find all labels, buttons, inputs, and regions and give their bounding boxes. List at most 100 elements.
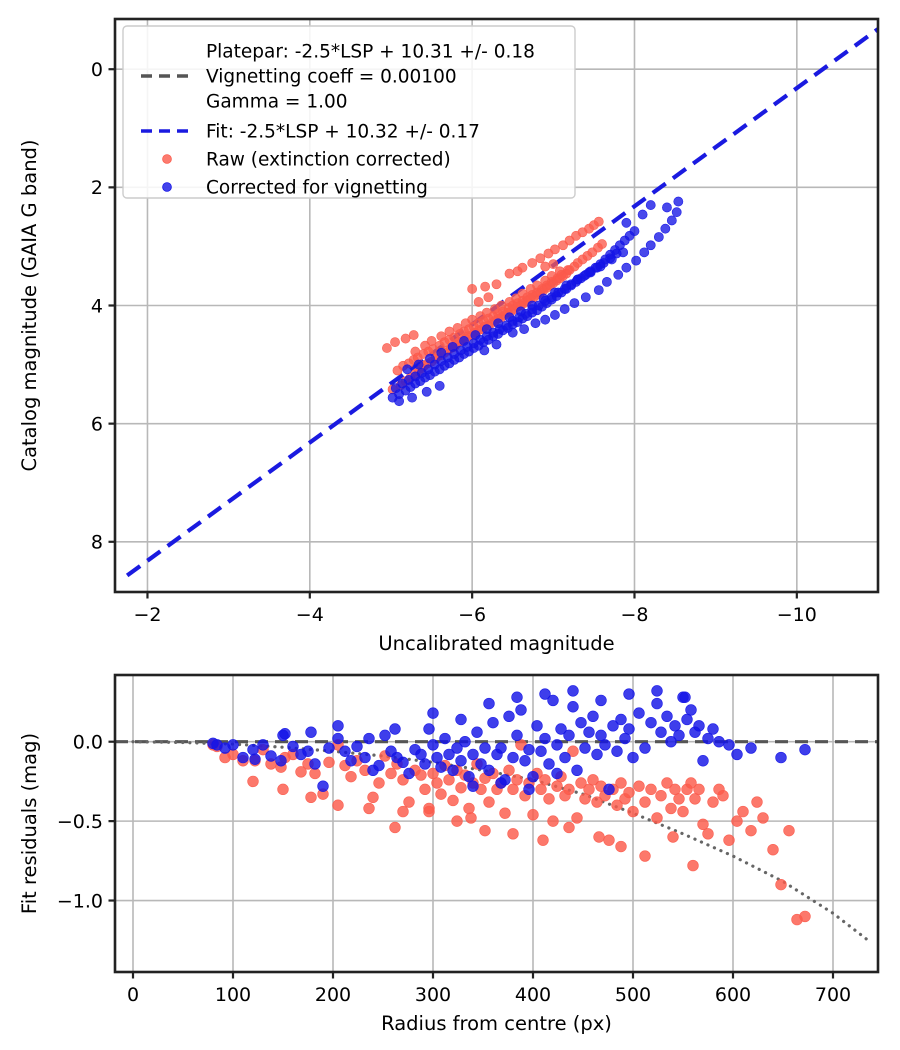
data-point [685,704,697,716]
data-point [459,336,469,346]
data-point [639,850,651,862]
data-point [591,748,603,761]
data-point [669,720,681,732]
tick-marks: 0 100 200 300 400 500 600 700 0.0 −0.5 −1.0 [57,732,851,1006]
data-point [633,780,645,792]
data-point [470,330,481,340]
data-point [465,812,477,824]
data-point [623,786,635,799]
data-point [702,732,714,745]
data-point [309,758,321,770]
data-point [332,732,344,745]
data-point [431,777,443,789]
data-point [523,743,535,756]
data-point [757,812,769,824]
data-point [660,223,671,234]
data-point [667,831,679,843]
data-point [403,796,415,808]
data-point [345,770,357,783]
data-point [527,770,539,783]
data-point [627,751,639,764]
data-point [554,266,565,277]
data-point [427,767,439,780]
data-point [595,694,607,707]
data-point [693,720,705,732]
data-point [583,783,595,796]
data-point [455,755,467,767]
data-point [661,777,673,789]
data-point [480,281,491,292]
legend-label: Raw (extinction corrected) [206,150,451,171]
data-point [493,318,504,329]
data-point [745,824,757,837]
data-point [745,742,757,754]
data-point [645,240,656,251]
data-point [517,288,528,299]
data-point [587,774,599,786]
data-point [645,783,657,796]
data-point [653,232,664,242]
data-point [723,834,735,846]
data-point [603,834,615,846]
data-point [481,307,492,318]
data-point [550,287,560,298]
axes-spines [113,673,880,974]
data-point [587,710,599,722]
data-point [615,840,627,853]
data-point [483,697,495,710]
data-point [413,359,424,370]
data-point [579,742,591,754]
series-corrected-for-vignetting [387,196,684,407]
data-point [423,805,435,818]
data-point [515,704,527,716]
data-point [443,774,455,786]
data-point [546,271,557,281]
data-point [571,812,583,824]
data-point [467,780,479,792]
data-point [637,209,648,220]
data-point [707,796,719,808]
ytick-label: 0.0 [73,732,103,754]
data-point [580,292,591,303]
data-point [403,767,415,780]
data-point [419,758,431,770]
data-point [332,720,344,732]
data-point [619,732,631,745]
data-point [467,748,479,761]
data-point [783,824,795,837]
data-point [351,740,363,753]
data-point [379,729,391,742]
data-point [455,713,467,726]
data-point [277,729,289,742]
data-point [697,755,709,767]
data-point [550,310,560,320]
data-point [363,802,375,815]
data-point [459,736,471,748]
ytick-label: 2 [91,177,103,199]
data-point [408,330,419,340]
data-point [561,280,572,291]
xtick-label: −8 [620,604,648,626]
data-point [277,783,289,796]
data-point [655,790,667,802]
data-point [531,720,543,732]
ytick-label: −0.5 [57,811,103,833]
data-point [611,799,623,811]
data-point [603,783,615,796]
data-point [527,809,539,821]
data-point [615,713,627,726]
data-point [535,745,547,757]
data-point [679,691,691,703]
legend-label: Fit: -2.5*LSP + 10.32 +/- 0.17 [206,122,480,143]
data-point [775,751,787,764]
data-point [613,269,624,280]
data-point [473,297,484,307]
data-point [527,300,538,311]
data-point [511,691,523,703]
data-point [583,726,595,738]
data-point [723,739,735,751]
data-point [495,777,507,789]
data-point [551,767,563,780]
